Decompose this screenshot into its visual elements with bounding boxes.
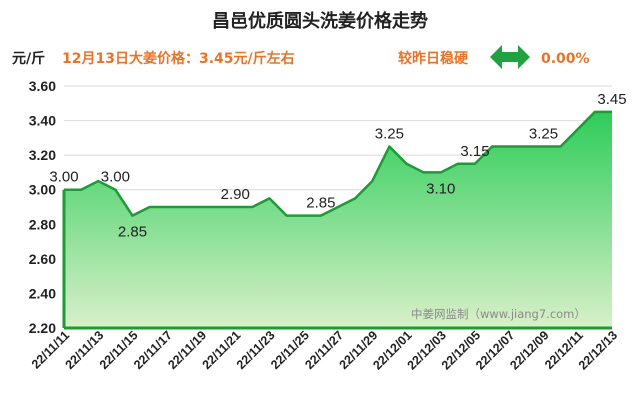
data-label: 2.85 (118, 224, 147, 241)
double-arrow-icon (490, 45, 530, 69)
data-labels: 3.00 3.00 2.85 2.90 2.85 3.25 3.10 3.15 3.25 3.45 (49, 91, 626, 241)
data-label: 3.00 (101, 169, 130, 186)
y-tick-label: 3.20 (29, 147, 56, 163)
data-label: 3.25 (375, 126, 404, 143)
price-headline: 12月13日大姜价格：3.45元/斤左右 (62, 50, 295, 67)
y-tick-label: 3.40 (29, 113, 56, 129)
y-tick-label: 2.80 (29, 216, 56, 232)
price-line (64, 110, 612, 217)
y-tick-label: 3.00 (29, 182, 56, 198)
data-label: 2.85 (306, 195, 335, 212)
watermark: 中姜网监制（www.jiang7.com） (411, 307, 586, 321)
chart-title: 昌邑优质圆头洗姜价格走势 (212, 10, 428, 32)
y-tick-label: 2.60 (29, 251, 56, 267)
data-label: 3.45 (597, 91, 626, 108)
x-tick-labels: 22/11/1122/11/1322/11/1522/11/1722/11/19… (29, 328, 620, 372)
data-label: 3.10 (426, 180, 455, 197)
data-label: 2.90 (221, 186, 250, 203)
price-area (64, 111, 612, 329)
data-label: 3.15 (460, 143, 489, 160)
y-tick-labels: 2.20 2.40 2.60 2.80 3.00 3.20 3.40 3.60 (29, 78, 56, 336)
trend-text: 较昨日稳硬 (398, 50, 469, 67)
y-tick-label: 3.60 (29, 78, 56, 94)
trend-change: 0.00% (541, 51, 590, 67)
plot-frame (62, 189, 612, 330)
y-axis-unit: 元/斤 (12, 50, 45, 67)
data-label: 3.00 (49, 169, 78, 186)
y-tick-label: 2.20 (29, 320, 56, 336)
y-tick-label: 2.40 (29, 285, 56, 301)
data-label: 3.25 (529, 126, 558, 143)
